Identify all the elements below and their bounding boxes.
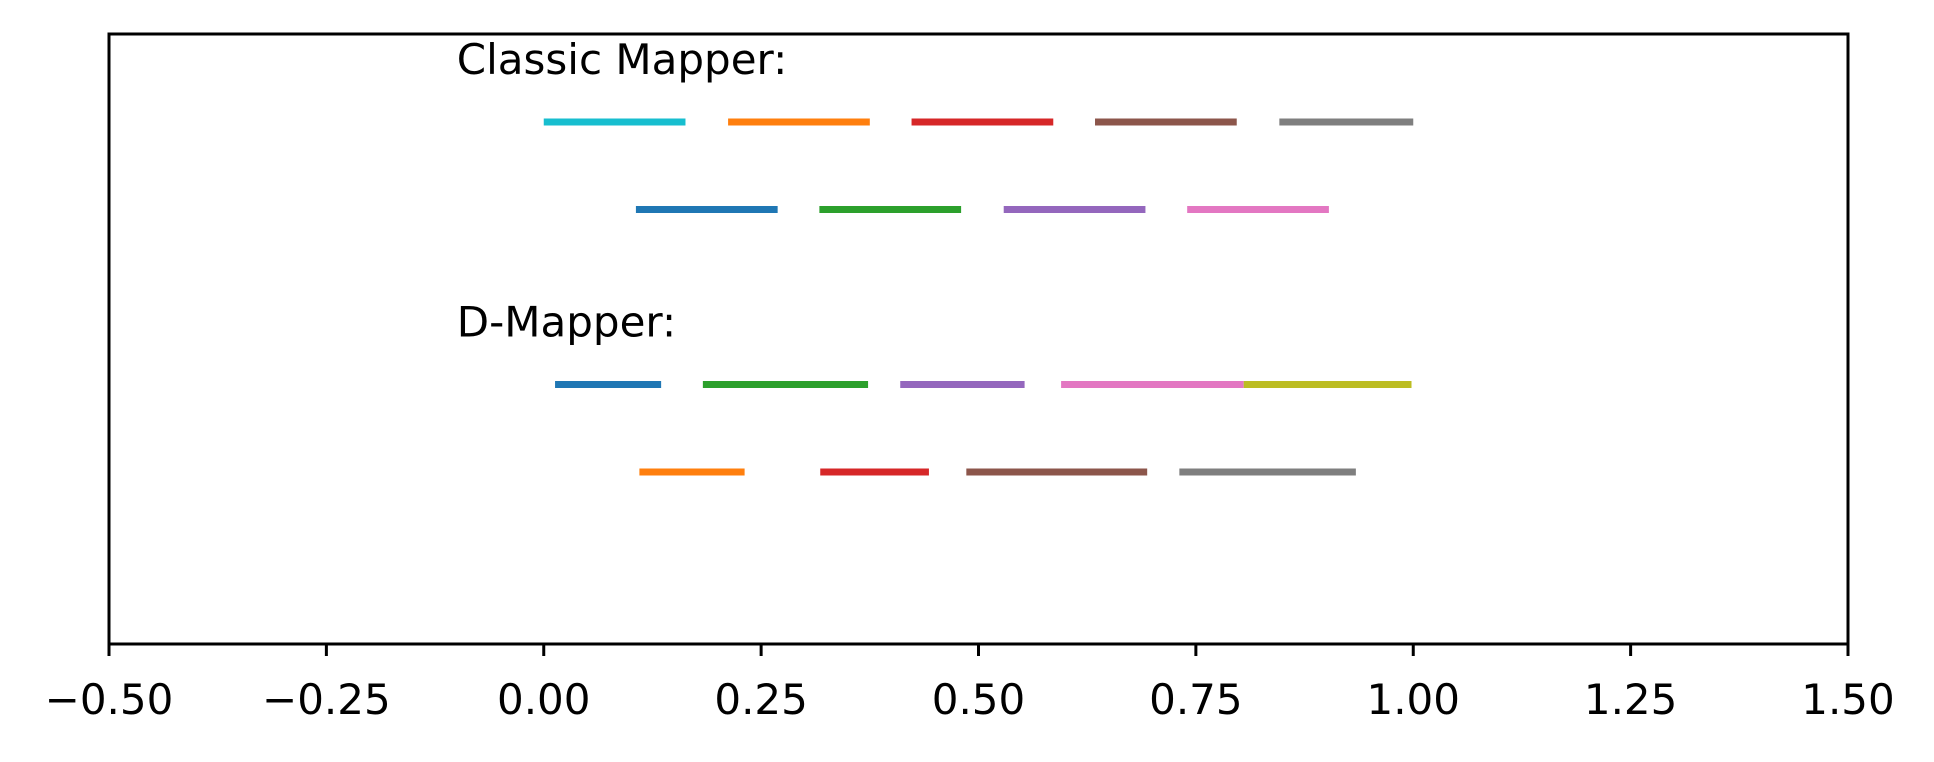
intervals-layer (543, 118, 1414, 476)
x-tick-label: 1.25 (1584, 675, 1678, 724)
x-tick-label: 0.25 (714, 675, 808, 724)
x-tick-label: 0.00 (497, 675, 591, 724)
x-tick-label: 0.50 (932, 675, 1026, 724)
x-tick-label: 1.00 (1366, 675, 1460, 724)
x-tick-label: 1.50 (1801, 675, 1895, 724)
x-tick-label: −0.50 (45, 675, 174, 724)
group-label: D-Mapper: (457, 298, 676, 347)
group-label: Classic Mapper: (457, 35, 787, 84)
x-axis: −0.50 −0.25 0.00 0.25 0.50 0.75 1.00 1.25 1.50 (45, 644, 1895, 724)
x-tick-label: −0.25 (262, 675, 391, 724)
x-tick-label: 0.75 (1149, 675, 1243, 724)
group-labels-layer: Classic Mapper: D-Mapper: (457, 35, 787, 347)
